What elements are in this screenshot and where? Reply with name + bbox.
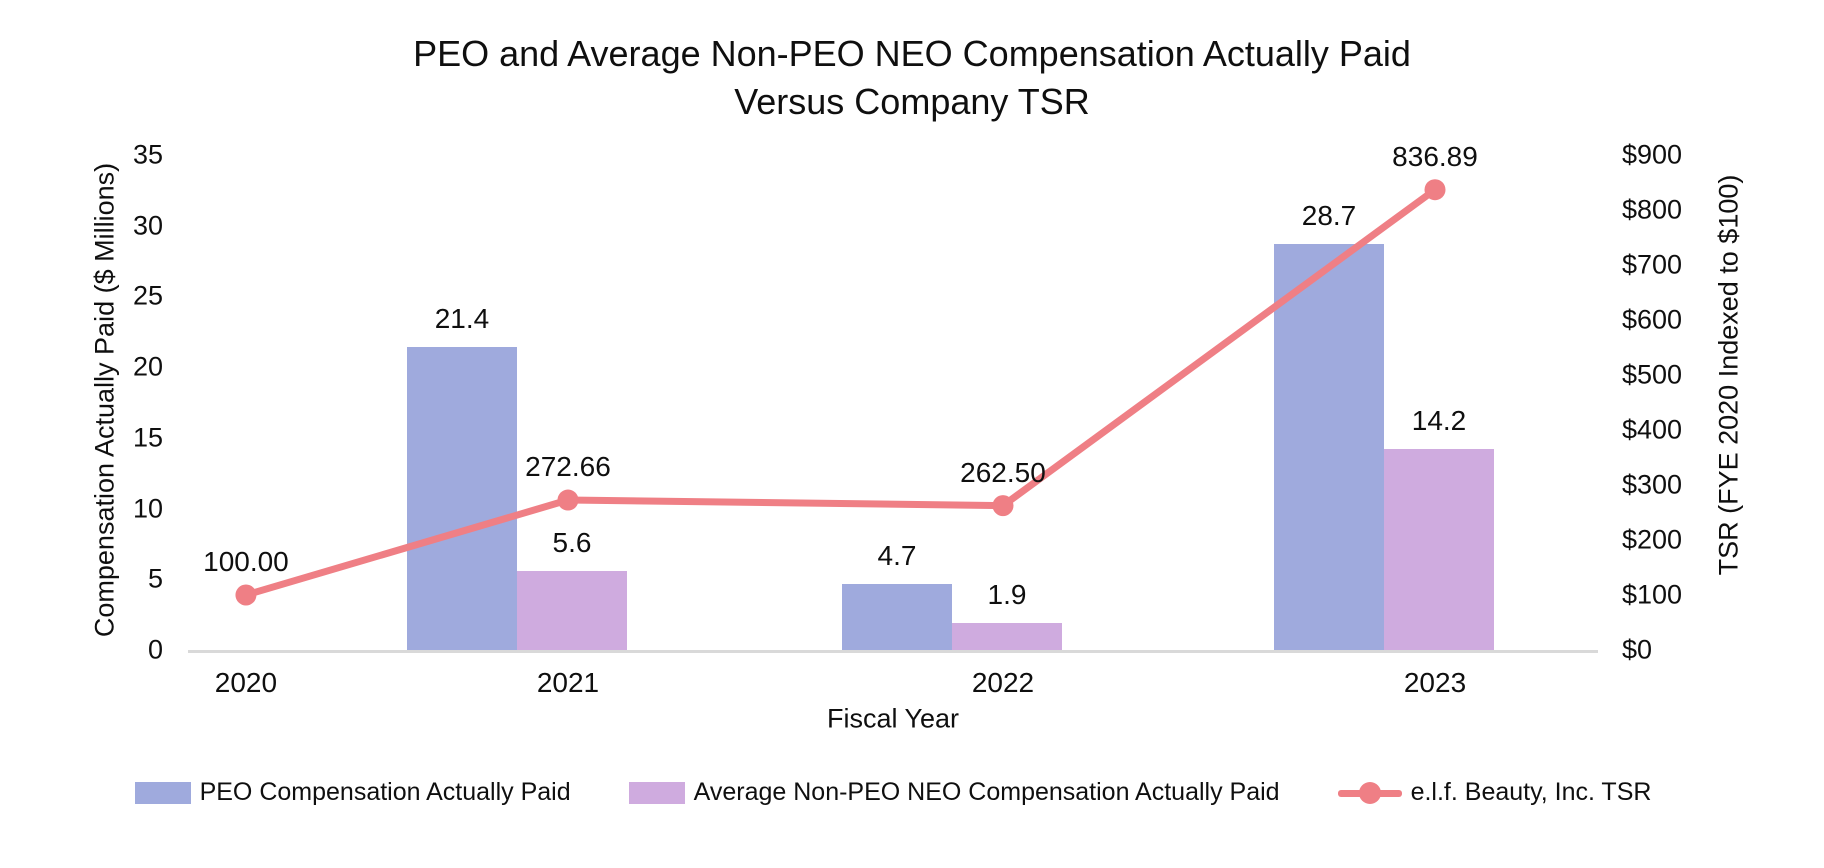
legend-label: e.l.f. Beauty, Inc. TSR <box>1410 778 1652 806</box>
chart-title-line-2: Versus Company TSR <box>734 81 1090 122</box>
bar-peo <box>406 347 517 650</box>
tsr-line-marker <box>1424 179 1446 201</box>
legend-swatch-icon <box>134 781 191 804</box>
legend-label: PEO Compensation Actually Paid <box>199 778 571 806</box>
right-axis-tick-label: $500 <box>1622 359 1683 390</box>
left-axis-tick-label: 5 <box>147 563 163 594</box>
line-value-label: 100.00 <box>203 546 289 577</box>
right-axis-tick-label: $900 <box>1622 139 1683 170</box>
left-axis-tick-label: 15 <box>132 422 163 453</box>
right-axis-tick-label: $300 <box>1622 469 1683 500</box>
left-axis-tick-label: 20 <box>132 351 163 382</box>
bar-value-label: 5.6 <box>552 526 592 558</box>
legend-label: Average Non-PEO NEO Compensation Actuall… <box>693 778 1280 806</box>
x-axis-tick-label: 2023 <box>1403 667 1467 698</box>
legend-item-tsr: e.l.f. Beauty, Inc. TSR <box>1337 778 1652 807</box>
chart-title-line-1: PEO and Average Non-PEO NEO Compensation… <box>413 33 1411 74</box>
bar-value-label: 21.4 <box>434 303 490 335</box>
right-axis-tick-label: $400 <box>1622 414 1683 445</box>
x-axis-title: Fiscal Year <box>826 703 960 734</box>
legend-swatch-icon <box>628 781 685 804</box>
line-value-label: 836.89 <box>1392 140 1478 172</box>
bar-peo <box>1274 244 1384 650</box>
tsr-line-marker <box>557 489 579 511</box>
right-axis-tick-label: $700 <box>1622 249 1683 280</box>
x-axis-tick-label: 2022 <box>971 667 1035 698</box>
right-axis-tick-label: $800 <box>1622 194 1683 225</box>
bar-value-label: 14.2 <box>1411 405 1467 437</box>
bar-neo <box>516 570 627 650</box>
x-axis-line <box>188 650 1598 653</box>
chart-title: PEO and Average Non-PEO NEO Compensation… <box>0 30 1824 126</box>
left-axis-tick-label: 0 <box>147 634 163 665</box>
line-value-label: 272.66 <box>525 451 611 483</box>
right-axis-tick-label: $200 <box>1622 524 1683 555</box>
right-axis-title: TSR (FYE 2020 Indexed to $100) <box>1713 174 1744 576</box>
legend-item-peo: PEO Compensation Actually Paid <box>134 778 571 807</box>
bar-value-label: 4.7 <box>877 539 917 571</box>
bar-value-label: 1.9 <box>987 579 1027 611</box>
tsr-line-marker <box>992 495 1014 517</box>
right-axis-tick-label: $600 <box>1622 304 1683 335</box>
x-axis-tick-label: 2021 <box>536 667 600 698</box>
left-axis-tick-label: 10 <box>132 493 163 524</box>
bar-peo <box>841 583 952 650</box>
bar-value-label: 28.7 <box>1301 200 1357 232</box>
line-value-label: 262.50 <box>960 456 1046 488</box>
right-axis-tick-label: $0 <box>1622 634 1653 665</box>
bar-neo <box>1384 449 1494 650</box>
tsr-line-marker <box>235 584 257 606</box>
left-axis-tick-label: 30 <box>132 210 163 241</box>
right-axis-tick-label: $100 <box>1622 579 1683 610</box>
legend: PEO Compensation Actually Paid Average No… <box>134 778 1651 807</box>
legend-line-marker-icon <box>1337 781 1402 804</box>
left-axis-tick-label: 35 <box>132 139 163 170</box>
x-axis-tick-label: 2020 <box>214 667 278 698</box>
legend-item-neo: Average Non-PEO NEO Compensation Actuall… <box>628 778 1280 807</box>
left-axis-tick-label: 25 <box>132 280 163 311</box>
bar-neo <box>951 623 1062 650</box>
